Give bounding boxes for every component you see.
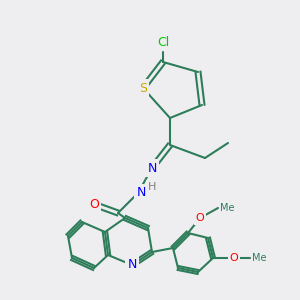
Text: N: N [147, 161, 157, 175]
Text: N: N [127, 259, 137, 272]
Text: H: H [148, 182, 156, 192]
Text: Me: Me [252, 253, 266, 263]
Text: Me: Me [220, 203, 235, 213]
Text: O: O [230, 253, 238, 263]
Text: S: S [139, 82, 147, 94]
Text: Cl: Cl [157, 35, 169, 49]
Text: N: N [136, 187, 146, 200]
Text: O: O [196, 213, 204, 223]
Text: O: O [89, 199, 99, 212]
